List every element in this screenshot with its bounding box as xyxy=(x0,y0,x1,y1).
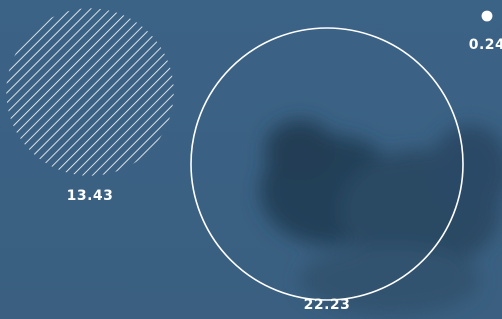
value-label: 0.24 xyxy=(469,37,502,53)
value-label: 22.23 xyxy=(304,297,351,313)
value-label: 13.43 xyxy=(67,188,114,204)
bubble xyxy=(6,8,173,175)
chart: 13.43 22.23 0.24 xyxy=(0,0,502,319)
bubble xyxy=(482,11,493,22)
page: 13.4322.230.24 (() => { const data = JSO… xyxy=(0,0,502,319)
